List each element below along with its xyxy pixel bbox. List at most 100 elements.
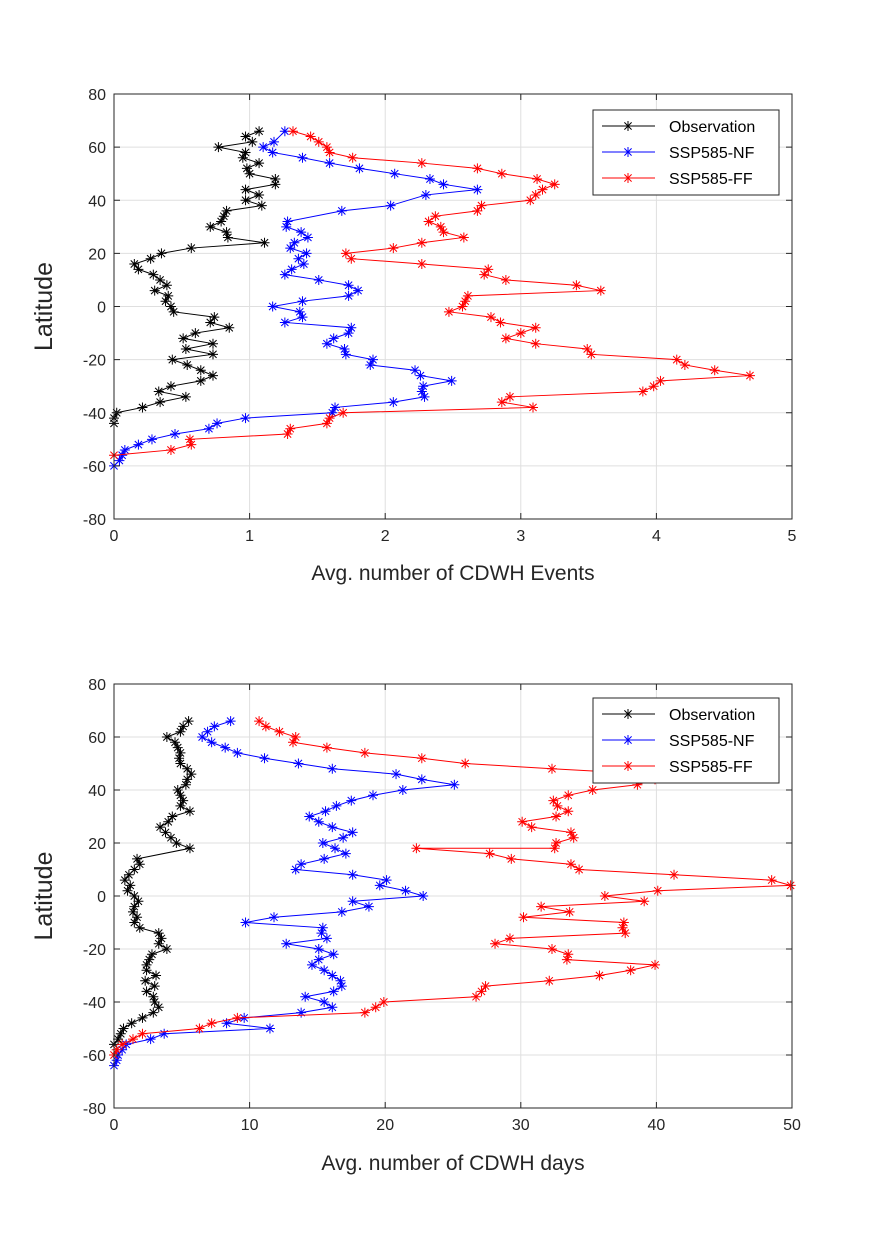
chart2-data-point [145,1034,156,1045]
chart2-data-point [620,928,631,939]
chart2-data-point [551,811,562,822]
chart2-data-point [141,986,152,997]
chart1-y-tick-label: 20 [88,246,106,263]
chart1-data-point [119,444,130,455]
chart2-data-point [471,991,482,1002]
chart1-y-tick-label: -60 [83,459,106,476]
chart1-data-point [259,237,270,248]
chart1-data-point [221,227,232,238]
chart1-data-point [156,248,167,259]
chart1-data-point [286,264,297,275]
chart2-data-point [259,753,270,764]
chart1-data-point [163,290,174,301]
chart1-data-point [294,306,305,317]
chart1-legend: Observation SSP585-NF SSP585-FF [592,109,780,196]
chart1-data-point [190,328,201,339]
chart2-data-point [206,1018,217,1029]
chart2-x-tick-label: 40 [648,1117,666,1134]
chart1-series-observation [109,126,281,429]
chart2-legend-marker [623,761,633,771]
chart2-data-point [281,938,292,949]
chart2-y-axis-label: Latitude [30,852,58,941]
chart2-series-observation [109,716,197,1050]
chart1-legend-label: SSP585-NF [669,145,755,162]
chart2-data-point [618,917,629,928]
chart2-data-point [163,816,174,827]
chart1-data-point [430,211,441,222]
chart2-data-point [118,1023,129,1034]
chart1-data-point [346,253,357,264]
chart2-data-point [599,891,610,901]
chart2-data-point [480,981,491,992]
chart1-y-tick-label: 0 [97,300,106,317]
chart1-data-point [472,184,483,195]
chart2-x-tick-label: 50 [783,1117,801,1134]
chart1-x-tick-label: 5 [788,528,797,545]
chart2-data-point [113,1034,124,1045]
chart2-data-point [313,944,324,954]
chart1-data-point [324,147,335,158]
chart2-data-point [549,843,560,854]
chart2-data-point [126,1018,137,1029]
chart2-data-point [587,785,598,795]
chart2-data-point [327,1002,338,1013]
chart2-data-point [504,933,515,944]
chart1-data-point [385,200,396,211]
chart1-y-tick-label: -80 [83,512,106,529]
chart1-data-point [296,227,307,238]
chart1-data-point [321,142,332,153]
chart1-data-point [343,290,354,301]
chart1-data-point [209,312,220,323]
chart1-data-point [435,221,446,232]
chart1-data-point [336,205,347,216]
chart2-data-point [225,716,236,727]
chart1-data-point [155,397,166,408]
chart1-data-point [213,142,224,153]
chart1-data-point [165,381,176,392]
chart2-data-point [127,1034,138,1045]
chart2-data-point [149,981,160,992]
chart2-data-point [111,1044,122,1055]
chart2-data-point [156,933,167,944]
chart1-data-point [418,381,429,392]
chart2-y-tick-label: 20 [88,836,106,853]
chart2-legend-label: Observation [669,707,755,724]
chart1-data-point [254,158,265,169]
chart1-data-point [258,142,269,153]
chart2-data-point [240,917,251,928]
chart1-data-point [528,402,539,413]
chart1-data-point [205,317,216,328]
chart1-data-point [207,338,218,349]
chart2-y-tick-label: -20 [83,942,106,959]
chart1-data-point [416,237,427,248]
chart2-data-point [551,838,562,848]
chart2-data-point [153,1002,164,1013]
chart1-data-point [240,147,251,158]
chart2-data-point [123,869,134,880]
chart1-data-point [525,195,536,206]
chart2-data-point [149,997,160,1007]
chart2-data-point [548,795,559,806]
chart2-series-ssp585-nf [109,716,460,1071]
chart1-legend-marker [623,121,633,131]
chart2-data-point [313,816,324,827]
chart2-data-point [175,800,186,811]
chart2-legend-entry: SSP585-NF [602,733,755,750]
chart1-data-point [586,349,597,360]
chart2-data-point [129,864,140,875]
chart2-data-point [378,997,389,1007]
chart1-data-point [327,407,338,418]
chart1-data-point [353,285,364,296]
chart1-data-point [410,365,421,376]
chart2-data-point [290,864,301,875]
chart2-data-point [117,1044,128,1055]
chart1-legend-marker [623,147,633,157]
chart1-data-point [530,338,541,349]
chart1-plot: 0 1 2 3 4 5 80 60 40 20 0 -20 -40 -60 -80 Avg. number o… [30,87,797,585]
chart2-data-point [650,959,661,970]
chart2-data-point [206,737,217,748]
chart2-x-tick-label: 10 [241,1117,259,1134]
chart2-data-point [140,975,151,986]
chart2-data-point [316,928,327,939]
chart2-data-point [563,806,574,817]
